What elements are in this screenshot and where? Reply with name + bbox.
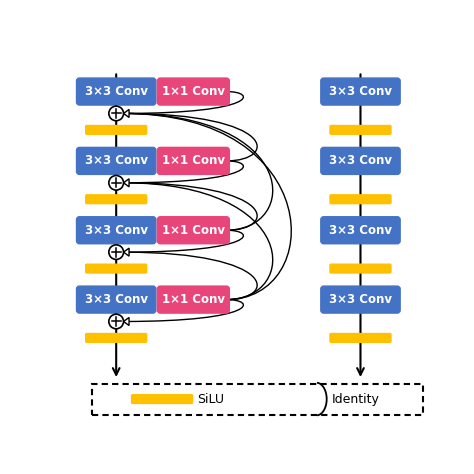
FancyBboxPatch shape [86,264,146,273]
FancyBboxPatch shape [330,195,391,204]
FancyBboxPatch shape [321,147,400,174]
FancyBboxPatch shape [157,217,229,244]
Text: 1×1 Conv: 1×1 Conv [162,293,225,306]
Text: 3×3 Conv: 3×3 Conv [85,224,148,237]
Circle shape [109,175,124,190]
FancyBboxPatch shape [86,334,146,342]
FancyBboxPatch shape [157,286,229,313]
Text: 3×3 Conv: 3×3 Conv [329,293,392,306]
FancyBboxPatch shape [76,286,156,313]
Text: SiLU: SiLU [197,392,224,406]
FancyBboxPatch shape [157,78,229,105]
Polygon shape [124,109,129,118]
FancyBboxPatch shape [330,264,391,273]
Text: 3×3 Conv: 3×3 Conv [329,155,392,167]
Text: Identity: Identity [332,392,380,406]
FancyBboxPatch shape [76,217,156,244]
Text: 1×1 Conv: 1×1 Conv [162,85,225,98]
FancyBboxPatch shape [86,126,146,134]
FancyBboxPatch shape [330,126,391,134]
Text: 3×3 Conv: 3×3 Conv [85,155,148,167]
Text: 1×1 Conv: 1×1 Conv [162,155,225,167]
Circle shape [109,245,124,259]
Polygon shape [124,248,129,256]
FancyBboxPatch shape [321,286,400,313]
FancyBboxPatch shape [321,78,400,105]
Polygon shape [124,179,129,187]
FancyBboxPatch shape [321,217,400,244]
Polygon shape [124,318,129,326]
Text: 1×1 Conv: 1×1 Conv [162,224,225,237]
FancyBboxPatch shape [330,334,391,342]
Text: 3×3 Conv: 3×3 Conv [329,85,392,98]
Text: 3×3 Conv: 3×3 Conv [329,224,392,237]
FancyBboxPatch shape [76,78,156,105]
Circle shape [109,106,124,121]
FancyBboxPatch shape [132,395,192,403]
Text: 3×3 Conv: 3×3 Conv [85,293,148,306]
FancyBboxPatch shape [76,147,156,174]
Circle shape [109,314,124,329]
Text: 3×3 Conv: 3×3 Conv [85,85,148,98]
FancyBboxPatch shape [157,147,229,174]
FancyBboxPatch shape [86,195,146,204]
